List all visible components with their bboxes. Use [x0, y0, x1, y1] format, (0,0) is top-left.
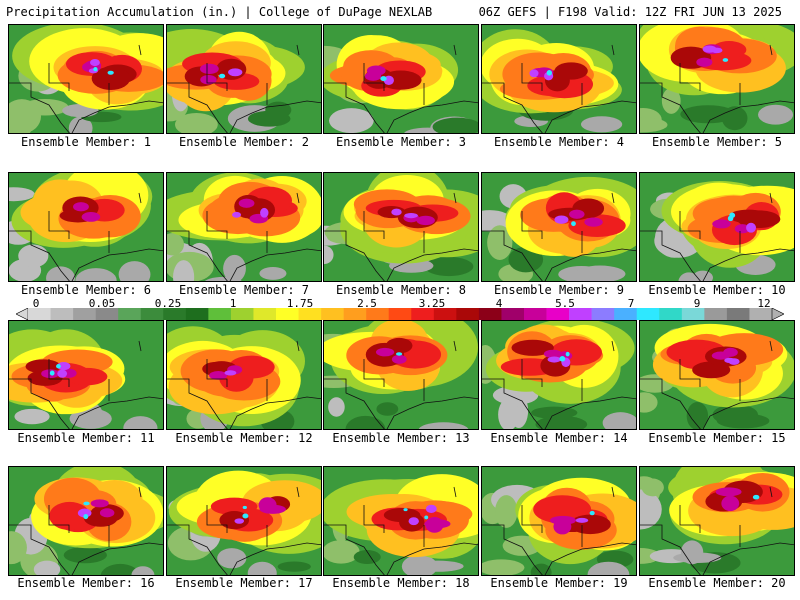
ensemble-member-label: Ensemble Member: 20 — [648, 576, 786, 590]
ensemble-member-label: Ensemble Member: 14 — [490, 431, 628, 445]
model-run-info: 06Z GEFS | F198 Valid: 12Z FRI JUN 13 20… — [478, 5, 782, 19]
ensemble-member-map — [8, 320, 164, 430]
colorbar-swatch — [140, 308, 164, 320]
map-title: Precipitation Accumulation (in.) | Colle… — [6, 5, 433, 19]
ensemble-member-label: Ensemble Member: 18 — [332, 576, 470, 590]
colorbar-swatch — [366, 308, 390, 320]
colorbar-tick-label: 0 — [32, 297, 40, 310]
ensemble-member-map — [639, 172, 795, 282]
colorbar-swatch — [28, 308, 51, 320]
colorbar-swatch — [501, 308, 525, 320]
colorbar-swatch — [524, 308, 547, 320]
colorbar-tick-label: 0.25 — [154, 297, 182, 310]
colorbar-max-arrow — [771, 308, 784, 320]
colorbar-swatch — [704, 308, 728, 320]
ensemble-member-map — [8, 24, 164, 134]
colorbar-swatch — [388, 308, 412, 320]
ensemble-member-label: Ensemble Member: 8 — [335, 283, 467, 297]
ensemble-member-map — [481, 172, 637, 282]
ensemble-member-label: Ensemble Member: 7 — [178, 283, 310, 297]
colorbar-tick-label: 0.05 — [88, 297, 116, 310]
ensemble-member-label: Ensemble Member: 9 — [493, 283, 625, 297]
ensemble-member-label: Ensemble Member: 2 — [178, 135, 310, 149]
colorbar-swatch — [95, 308, 119, 320]
colorbar-swatch — [230, 308, 254, 320]
colorbar-swatch — [749, 308, 773, 320]
ensemble-member-map — [481, 320, 637, 430]
ensemble-member-map — [323, 320, 479, 430]
colorbar-swatch — [546, 308, 570, 320]
colorbar-swatch — [73, 308, 96, 320]
colorbar-tick-label: 7 — [627, 297, 635, 310]
colorbar-swatch — [681, 308, 705, 320]
ensemble-member-map — [481, 24, 637, 134]
colorbar-tick-label: 5.5 — [555, 297, 575, 310]
colorbar-swatch — [50, 308, 74, 320]
colorbar-swatch — [636, 308, 660, 320]
colorbar-swatch — [569, 308, 592, 320]
colorbar-swatch — [163, 308, 187, 320]
ensemble-member-map — [639, 466, 795, 576]
ensemble-member-map — [323, 24, 479, 134]
precipitation-colorbar — [16, 308, 784, 320]
colorbar-tick-label: 9 — [693, 297, 701, 310]
ensemble-member-label: Ensemble Member: 6 — [20, 283, 152, 297]
colorbar-swatch — [185, 308, 209, 320]
ensemble-member-map — [323, 172, 479, 282]
colorbar-swatch — [614, 308, 638, 320]
colorbar-tick-label: 1 — [229, 297, 237, 310]
ensemble-member-label: Ensemble Member: 1 — [20, 135, 152, 149]
colorbar-swatch — [726, 308, 750, 320]
colorbar-swatch — [478, 308, 502, 320]
colorbar-min-arrow — [16, 308, 29, 320]
colorbar-swatch — [343, 308, 367, 320]
ensemble-member-map — [8, 466, 164, 576]
colorbar-tick-label: 3.25 — [418, 297, 446, 310]
colorbar-swatch — [298, 308, 322, 320]
ensemble-member-map — [166, 466, 322, 576]
ensemble-member-label: Ensemble Member: 16 — [17, 576, 155, 590]
colorbar-swatch — [411, 308, 435, 320]
ensemble-member-label: Ensemble Member: 10 — [648, 283, 786, 297]
colorbar-swatch — [276, 308, 299, 320]
ensemble-member-label: Ensemble Member: 11 — [17, 431, 155, 445]
ensemble-member-map — [166, 320, 322, 430]
colorbar-tick-label: 1.75 — [286, 297, 314, 310]
ensemble-member-label: Ensemble Member: 19 — [490, 576, 628, 590]
ensemble-member-label: Ensemble Member: 5 — [651, 135, 783, 149]
colorbar-tick-label: 12 — [757, 297, 771, 310]
ensemble-member-map — [323, 466, 479, 576]
ensemble-member-map — [481, 466, 637, 576]
colorbar-swatch — [433, 308, 457, 320]
ensemble-member-label: Ensemble Member: 15 — [648, 431, 786, 445]
colorbar-swatch — [591, 308, 615, 320]
colorbar-swatch — [456, 308, 480, 320]
ensemble-member-map — [8, 172, 164, 282]
ensemble-member-label: Ensemble Member: 3 — [335, 135, 467, 149]
ensemble-member-label: Ensemble Member: 12 — [175, 431, 313, 445]
ensemble-member-label: Ensemble Member: 4 — [493, 135, 625, 149]
ensemble-member-map — [166, 24, 322, 134]
colorbar-tick-label: 2.5 — [357, 297, 377, 310]
ensemble-member-label: Ensemble Member: 17 — [175, 576, 313, 590]
ensemble-member-map — [166, 172, 322, 282]
colorbar-swatch — [208, 308, 232, 320]
colorbar-swatch — [659, 308, 683, 320]
ensemble-member-map — [639, 320, 795, 430]
ensemble-member-label: Ensemble Member: 13 — [332, 431, 470, 445]
ensemble-member-map — [639, 24, 795, 134]
colorbar-swatch — [253, 308, 277, 320]
colorbar-swatch — [118, 308, 142, 320]
colorbar-tick-label: 4 — [495, 297, 503, 310]
colorbar-swatch — [321, 308, 344, 320]
